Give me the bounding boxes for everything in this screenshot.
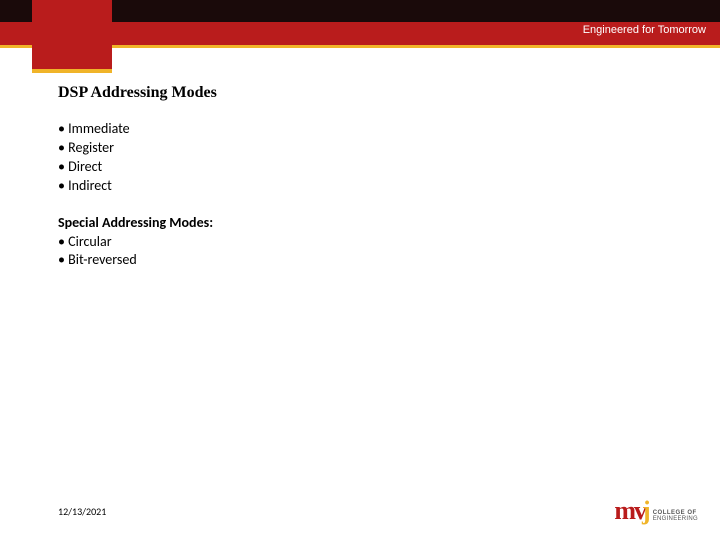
logo-text: COLLEGE OF ENGINEERING (653, 510, 698, 526)
header-tagline: Engineered for Tomorrow (583, 24, 706, 36)
slide-content: DSP Addressing Modes Immediate Register … (58, 84, 680, 288)
special-bullet-list: Circular Bit-reversed (58, 233, 680, 271)
bullet-item: Circular (58, 233, 680, 252)
main-bullet-list: Immediate Register Direct Indirect (58, 120, 680, 196)
bullet-item: Bit-reversed (58, 251, 680, 270)
accent-square (32, 0, 112, 70)
bullet-item: Direct (58, 158, 680, 177)
bullet-item: Register (58, 139, 680, 158)
logo-letter-j: j (642, 496, 649, 526)
special-subheading: Special Addressing Modes: (58, 214, 680, 231)
bullet-item: Indirect (58, 177, 680, 196)
footer-date: 12/13/2021 (58, 505, 106, 518)
footer-logo: m v j COLLEGE OF ENGINEERING (614, 496, 698, 526)
logo-text-line2: ENGINEERING (653, 516, 698, 522)
slide-title: DSP Addressing Modes (58, 84, 680, 102)
logo-letter-m: m (614, 496, 634, 526)
logo-mark: m v j (614, 496, 648, 526)
bullet-item: Immediate (58, 120, 680, 139)
accent-square-border (32, 69, 112, 73)
